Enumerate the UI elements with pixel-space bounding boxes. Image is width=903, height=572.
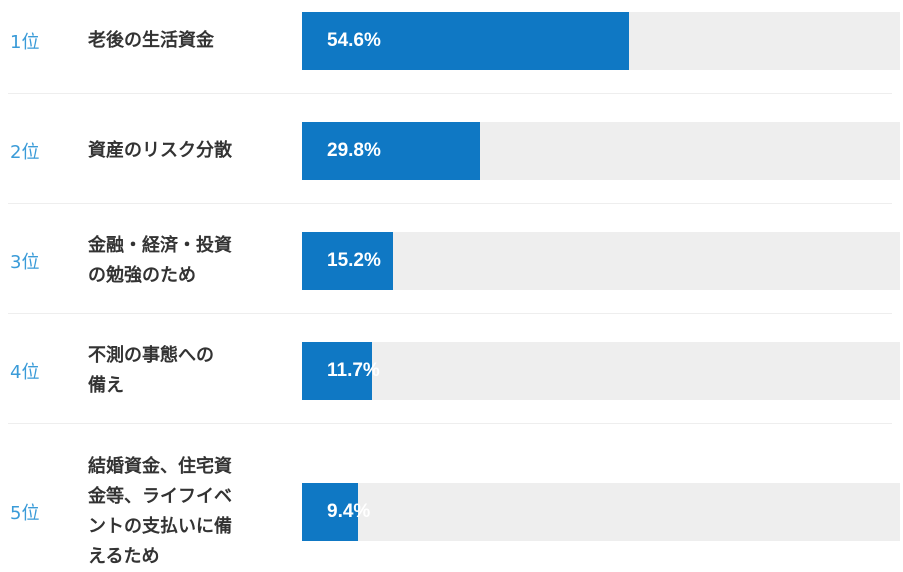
data-label: 54.6% [327, 30, 381, 51]
category-label: 資産のリスク分散 [88, 136, 263, 166]
bar [302, 342, 372, 400]
rank-label: 4位 [10, 362, 40, 383]
row-divider [8, 203, 892, 204]
category-label-line: えるため [88, 546, 160, 567]
category-label-line: 資産のリスク分散 [88, 140, 232, 161]
rank-label: 3位 [10, 252, 40, 273]
category-label: 不測の事態への 備え [88, 341, 263, 401]
data-label: 11.7% [327, 360, 380, 381]
category-label: 金融・経済・投資 の勉強のため [88, 231, 263, 291]
bar-track: 9.4% [302, 483, 900, 541]
category-label-line: 備え [88, 375, 124, 396]
category-label-line: の勉強のため [88, 265, 196, 286]
row-divider [8, 93, 892, 94]
bar [302, 122, 481, 180]
rank-label: 5位 [10, 503, 40, 524]
bar-track: 29.8% [302, 122, 900, 180]
bar [302, 483, 359, 541]
data-label: 9.4% [327, 501, 371, 522]
bar-track: 11.7% [302, 342, 900, 400]
bar [302, 232, 393, 290]
category-label-line: 老後の生活資金 [88, 30, 214, 51]
data-label: 15.2% [327, 250, 381, 271]
category-label-line: ントの支払いに備 [88, 516, 232, 537]
category-label-line: 不測の事態への [88, 345, 214, 366]
category-label: 結婚資金、住宅資 金等、ライフイベ ントの支払いに備 えるため [88, 452, 263, 572]
bar [302, 12, 629, 70]
data-label: 29.8% [327, 140, 381, 161]
category-label-line: 金融・経済・投資 [88, 235, 232, 256]
row-divider [8, 313, 892, 314]
rank-label: 1位 [10, 32, 40, 53]
category-label-line: 結婚資金、住宅資 [88, 456, 232, 477]
bar-track: 15.2% [302, 232, 900, 290]
rank-label: 2位 [10, 142, 40, 163]
bar-track: 54.6% [302, 12, 900, 70]
row-divider [8, 423, 892, 424]
category-label: 老後の生活資金 [88, 26, 263, 56]
category-label-line: 金等、ライフイベ [88, 486, 232, 507]
